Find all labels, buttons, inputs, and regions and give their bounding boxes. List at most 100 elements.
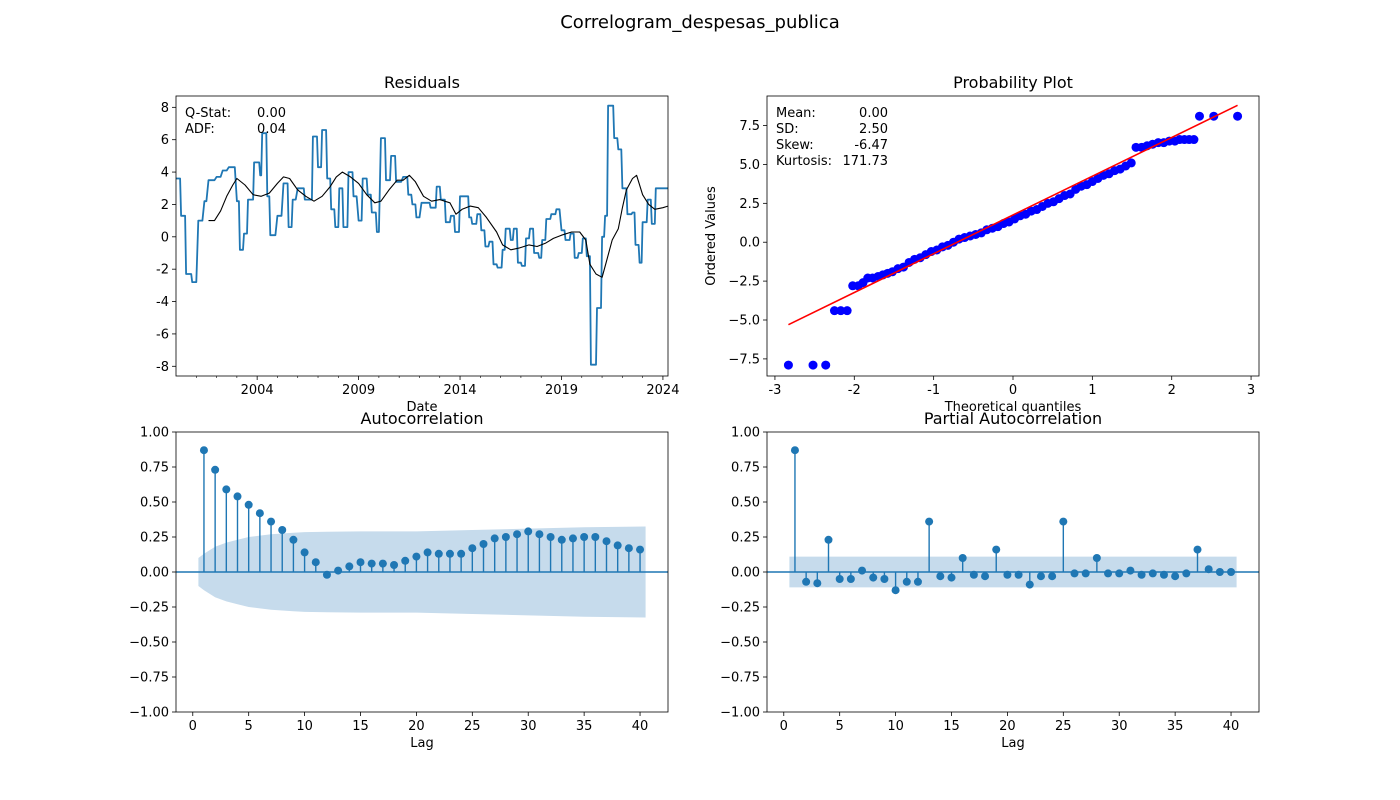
panel-title: Partial Autocorrelation	[924, 409, 1102, 428]
plot-area	[783, 104, 1243, 370]
y-tick-label: -6	[156, 327, 169, 342]
stat-label: Mean:	[776, 106, 816, 121]
stem-marker	[255, 509, 264, 518]
stem-marker	[846, 575, 855, 583]
stat-label: Q-Stat:	[185, 106, 231, 121]
stem-marker	[546, 533, 555, 541]
stat-value: 0.00	[257, 106, 286, 121]
stem-marker	[835, 575, 844, 583]
y-tick-label: −0.25	[129, 601, 169, 616]
y-tick-label: 0.00	[731, 566, 760, 581]
stem-marker	[1159, 570, 1168, 579]
stat-value: 2.50	[859, 122, 888, 137]
plot-area	[176, 446, 668, 618]
stem-marker	[992, 545, 1001, 554]
x-axis-label: Date	[406, 400, 437, 415]
x-tick-label: 35	[576, 719, 593, 734]
stem-marker	[490, 534, 499, 543]
y-tick-label: 0.75	[731, 461, 760, 476]
x-tick-label: 1	[1088, 383, 1096, 398]
stem-marker	[602, 537, 611, 546]
x-tick-label: 15	[943, 719, 960, 734]
y-tick-label: 1.00	[140, 426, 169, 441]
x-axis-label: Lag	[410, 736, 433, 751]
stem-marker	[434, 549, 443, 558]
stem-marker	[1182, 569, 1191, 578]
stem-marker	[1126, 566, 1135, 575]
x-axis-label: Lag	[1001, 736, 1024, 751]
stem-marker	[557, 535, 566, 544]
stem-marker	[524, 527, 533, 536]
y-tick-label: 0.75	[140, 461, 169, 476]
plot-frame	[766, 95, 1260, 377]
x-tick-label: -2	[848, 383, 861, 398]
stem-marker	[445, 549, 454, 558]
y-tick-label: −0.50	[129, 636, 169, 651]
x-tick-label: 15	[352, 719, 369, 734]
y-tick-label: −0.50	[720, 636, 760, 651]
y-tick-label: -4	[156, 295, 169, 310]
stem-marker	[513, 530, 522, 539]
stem-marker	[925, 517, 934, 526]
stem-marker	[902, 577, 911, 586]
qq-point	[1126, 158, 1136, 168]
x-tick-label: 2009	[342, 383, 375, 398]
qq-point	[783, 360, 793, 370]
x-tick-label: 0	[1009, 383, 1017, 398]
stem-marker	[378, 559, 387, 568]
stat-value: 171.73	[843, 154, 889, 169]
stem-marker	[457, 549, 466, 558]
stem-marker	[345, 562, 354, 571]
panel-title: Probability Plot	[953, 73, 1073, 92]
residuals-panel: 2004 2009 2014 2019 2024 -8 -6 -4 -2 0 2 4 6 8 Residua…	[156, 73, 679, 415]
stem-marker	[1036, 572, 1045, 581]
y-tick-label: -2	[156, 263, 169, 278]
stem-marker	[1092, 554, 1101, 562]
residuals-line	[176, 104, 668, 366]
x-tick-label: 30	[520, 719, 537, 734]
x-tick-label: 20	[408, 719, 425, 734]
figure-title: Correlogram_despesas_publica	[560, 12, 840, 33]
plot-frame	[175, 95, 669, 377]
stem-marker	[869, 573, 878, 582]
panel-title: Residuals	[384, 73, 460, 92]
qq-point	[1189, 135, 1199, 145]
stem-marker	[824, 535, 833, 544]
stem-marker	[278, 526, 287, 534]
y-tick-label: −7.5	[728, 352, 760, 367]
stat-value: 0.00	[859, 106, 888, 121]
stem-marker	[981, 572, 990, 581]
y-axis-label: Ordered Values	[704, 186, 719, 286]
x-tick-label: 25	[464, 719, 481, 734]
stat-value: -6.47	[854, 138, 888, 153]
y-tick-label: 2	[161, 198, 169, 213]
stat-value: 0.04	[257, 122, 286, 137]
autocorrelation-panel: 0 5 10 15 20 25 30 35 40 −1.00 −0.75 −0.50 −0.25 0.00…	[129, 409, 669, 751]
stem-marker	[969, 570, 978, 579]
stem-marker	[423, 548, 432, 557]
stem-marker	[233, 492, 242, 501]
stem-marker	[356, 558, 365, 567]
x-tick-label: 0	[780, 719, 788, 734]
x-tick-label: 2019	[545, 383, 578, 398]
x-tick-label: 5	[245, 719, 253, 734]
y-tick-label: 0.00	[140, 566, 169, 581]
y-tick-label: 0.25	[140, 531, 169, 546]
rolling-mean-line	[208, 171, 668, 278]
x-tick-label: -1	[927, 383, 940, 398]
y-tick-label: 0.50	[731, 496, 760, 511]
stem-marker	[1070, 569, 1079, 578]
qq-point	[1233, 111, 1243, 121]
stem-marker	[322, 570, 331, 579]
x-tick-label: 25	[1055, 719, 1072, 734]
stem-marker	[211, 465, 220, 474]
stem-marker	[1148, 569, 1157, 578]
x-tick-label: 40	[632, 719, 649, 734]
plot-frame	[175, 431, 669, 713]
qq-point	[808, 360, 818, 370]
stem-marker	[790, 446, 799, 455]
stem-marker	[1204, 565, 1213, 574]
y-tick-label: 4	[161, 166, 169, 181]
x-tick-label: 40	[1223, 719, 1240, 734]
